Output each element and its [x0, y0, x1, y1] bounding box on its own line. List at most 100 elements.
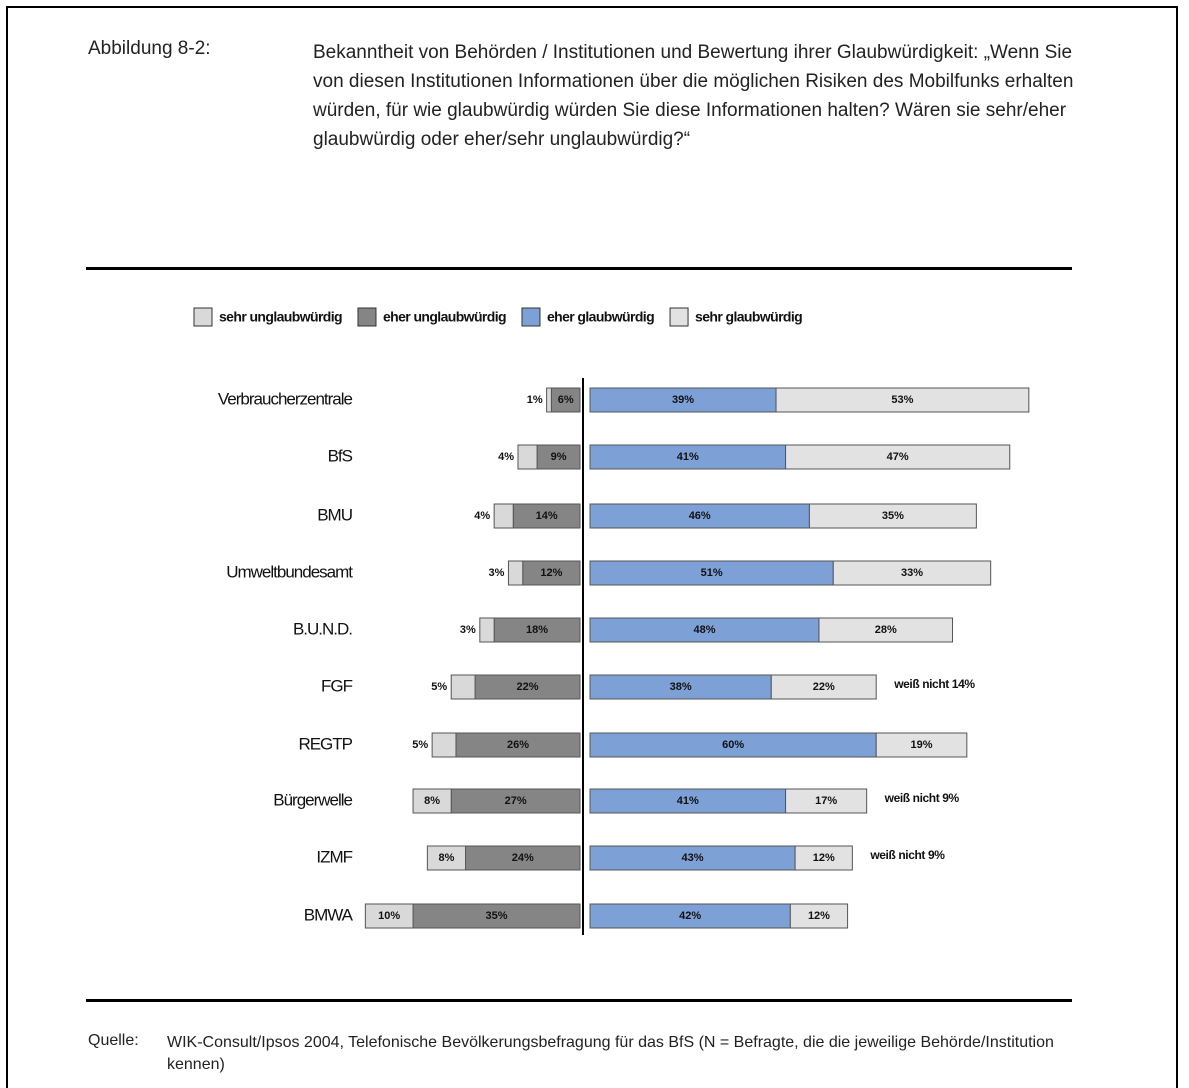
- legend-label: eher glaubwürdig: [547, 309, 654, 325]
- bar-segment: [474, 674, 581, 700]
- value-label: 24%: [512, 852, 534, 864]
- value-label: 33%: [901, 567, 923, 579]
- value-label: 8%: [438, 852, 454, 864]
- value-label: 60%: [722, 739, 744, 751]
- bar-segment: [450, 788, 581, 814]
- value-label: 46%: [689, 510, 711, 522]
- source-text: WIK-Consult/Ipsos 2004, Telefonische Bev…: [167, 1034, 1054, 1073]
- value-label: 41%: [677, 451, 699, 463]
- value-label: 19%: [910, 739, 932, 751]
- bar-segment: [589, 732, 877, 758]
- bar-segment: [785, 444, 1011, 470]
- source-label: Quelle:: [88, 1032, 139, 1049]
- bar-segment: [785, 788, 868, 814]
- bar-segment: [507, 560, 524, 586]
- value-label: 12%: [808, 910, 830, 922]
- bar-segment: [412, 903, 581, 929]
- category-label: Umweltbundesamt: [226, 562, 353, 581]
- bar-segment: [450, 674, 476, 700]
- value-label: 42%: [679, 910, 701, 922]
- figure-caption: Bekanntheit von Behörden / Institutionen…: [313, 42, 1074, 150]
- category-label: IZMF: [316, 847, 352, 866]
- category-label: BfS: [328, 446, 353, 465]
- value-label: 22%: [813, 681, 835, 693]
- value-label: 12%: [540, 567, 562, 579]
- value-label: 51%: [701, 567, 723, 579]
- value-label: 43%: [682, 852, 704, 864]
- chart: sehr unglaubwürdig eher unglaubwürdig eher…: [193, 307, 1030, 935]
- category-label: Bürgerwelle: [273, 790, 352, 809]
- bar-segment: [364, 903, 414, 929]
- rule: [86, 999, 1072, 1002]
- bar-segment: [589, 903, 791, 929]
- figure-label: Abbildung 8-2:: [88, 38, 211, 59]
- value-label: 38%: [670, 681, 692, 693]
- frame: [6, 6, 1178, 1088]
- bar-segment: [589, 617, 820, 643]
- bar-segment: [589, 674, 772, 700]
- category-label: FGF: [321, 676, 353, 695]
- category-label: REGTP: [298, 734, 352, 753]
- value-label: 1%: [527, 394, 543, 406]
- value-label: 14%: [536, 510, 558, 522]
- legend-label: eher unglaubwürdig: [383, 309, 506, 325]
- value-label: 6%: [558, 394, 574, 406]
- value-label: 18%: [526, 624, 548, 636]
- value-label: 17%: [815, 795, 837, 807]
- value-label: 41%: [677, 795, 699, 807]
- bar-segment: [832, 560, 992, 586]
- rule: [86, 267, 1072, 270]
- legend-label: sehr glaubwürdig: [695, 309, 802, 325]
- legend-swatch: [193, 307, 213, 327]
- bar-segment: [818, 617, 954, 643]
- bar-segment: [875, 732, 968, 758]
- value-label: 3%: [489, 567, 505, 579]
- value-label: 12%: [813, 852, 835, 864]
- value-label: 10%: [378, 910, 400, 922]
- annotation: weiß nicht 9%: [884, 791, 960, 805]
- legend-swatch: [669, 307, 689, 327]
- value-label: 4%: [498, 451, 514, 463]
- value-label: 5%: [431, 681, 447, 693]
- value-label: 22%: [517, 681, 539, 693]
- category-label: BMWA: [304, 905, 354, 924]
- bar-segment: [522, 560, 581, 586]
- annotation: weiß nicht 9%: [869, 848, 945, 862]
- bar-segment: [426, 845, 467, 871]
- value-label: 27%: [505, 795, 527, 807]
- bar-segment: [536, 444, 581, 470]
- legend-label: sehr unglaubwürdig: [219, 309, 342, 325]
- value-label: 5%: [412, 739, 428, 751]
- bar-segment: [412, 788, 452, 814]
- annotation: weiß nicht 14%: [893, 677, 975, 691]
- value-label: 53%: [891, 394, 913, 406]
- value-label: 35%: [486, 910, 508, 922]
- bar-segment: [589, 560, 834, 586]
- bar-segment: [794, 845, 853, 871]
- value-label: 3%: [460, 624, 476, 636]
- category-label: BMU: [317, 505, 352, 524]
- value-label: 39%: [672, 394, 694, 406]
- bar-segment: [808, 503, 977, 529]
- bar-segment: [493, 503, 514, 529]
- bar-segment: [493, 617, 581, 643]
- bar-segment: [589, 444, 787, 470]
- value-label: 26%: [507, 739, 529, 751]
- legend-swatch: [521, 307, 541, 327]
- value-label: 9%: [551, 451, 567, 463]
- value-label: 48%: [693, 624, 715, 636]
- value-label: 47%: [887, 451, 909, 463]
- value-label: 4%: [474, 510, 490, 522]
- legend-swatch: [357, 307, 377, 327]
- bar-segment: [512, 503, 581, 529]
- bar-segment: [589, 788, 787, 814]
- bar-segment: [431, 732, 457, 758]
- bar-segment: [770, 674, 877, 700]
- bar-segment: [550, 387, 581, 413]
- bar-segment: [589, 387, 777, 413]
- bar-segment: [479, 617, 495, 643]
- bar-segment: [775, 387, 1030, 413]
- value-label: 28%: [875, 624, 897, 636]
- category-label: B.U.N.D.: [293, 619, 352, 638]
